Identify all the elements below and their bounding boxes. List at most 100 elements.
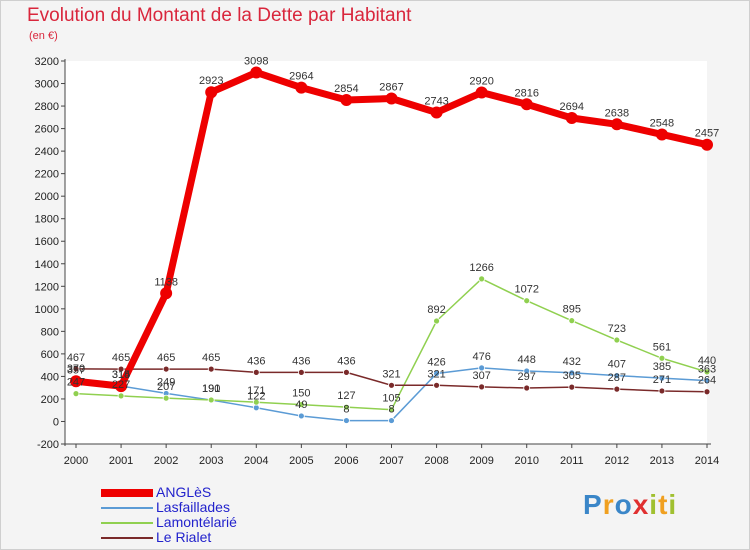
data-label: 467	[67, 352, 85, 364]
data-point	[520, 98, 533, 111]
data-label: 49	[295, 399, 307, 411]
data-label: 2867	[379, 82, 403, 94]
data-point	[252, 398, 260, 406]
data-label: 271	[653, 374, 671, 386]
data-label: 561	[653, 341, 671, 353]
logo-letter: x	[632, 489, 650, 520]
data-point	[478, 364, 486, 372]
data-label: 249	[157, 376, 175, 388]
data-point	[388, 417, 395, 424]
data-label: 315	[112, 369, 130, 381]
data-label: 2964	[289, 71, 313, 83]
chart-legend: ANGLèS Lasfaillades Lamontélarié Le Rialet	[101, 485, 237, 545]
data-point	[701, 138, 713, 151]
legend-item: Le Rialet	[101, 530, 237, 545]
data-label: 122	[247, 391, 265, 403]
data-label: 2548	[650, 117, 674, 129]
data-point	[703, 368, 711, 376]
data-label: 207	[157, 381, 175, 393]
x-tick-label: 2000	[64, 455, 88, 467]
legend-swatch	[101, 521, 153, 524]
x-tick-label: 2002	[154, 455, 178, 467]
data-point	[523, 367, 531, 375]
data-point	[523, 384, 531, 392]
data-point	[297, 412, 305, 420]
data-point	[523, 297, 531, 305]
data-label: 436	[337, 355, 355, 367]
data-label: 321	[427, 368, 445, 380]
data-label: 2920	[469, 76, 493, 88]
data-label: 436	[247, 355, 265, 367]
data-point	[252, 404, 260, 412]
y-tick-label: 1400	[35, 259, 59, 271]
data-point	[343, 417, 350, 424]
legend-label: Lamontélarié	[156, 514, 237, 530]
data-label: 436	[292, 355, 310, 367]
legend-item: Lasfaillades	[101, 500, 237, 515]
data-point	[658, 354, 666, 362]
data-point	[388, 381, 395, 389]
data-point	[478, 383, 486, 391]
y-tick-label: 0	[53, 416, 59, 428]
data-point	[250, 66, 263, 79]
data-point	[295, 81, 308, 94]
data-point	[478, 275, 486, 283]
data-point	[72, 365, 80, 373]
y-tick-label: 2400	[35, 146, 59, 158]
x-tick-label: 2009	[469, 455, 493, 467]
data-label: 407	[608, 359, 626, 371]
x-tick-label: 2012	[605, 455, 629, 467]
data-point	[610, 118, 623, 131]
y-tick-label: 1600	[35, 236, 59, 248]
legend-item: Lamontélarié	[101, 515, 237, 530]
y-tick-label: 1800	[35, 214, 59, 226]
data-point	[655, 128, 668, 141]
logo-letter: t	[658, 489, 669, 520]
data-label: 363	[698, 364, 716, 376]
data-label: 191	[202, 383, 220, 395]
y-tick-label: 3000	[35, 79, 59, 91]
logo-letter: i	[668, 489, 678, 520]
y-tick-label: 400	[41, 371, 59, 383]
data-point	[703, 388, 711, 396]
legend-label: ANGLèS	[156, 484, 212, 500]
data-label: 321	[382, 368, 400, 380]
data-point	[613, 372, 621, 380]
data-label: 105	[382, 393, 400, 405]
data-label: 264	[698, 375, 716, 387]
data-label: 3098	[244, 55, 268, 67]
x-tick-label: 2008	[424, 455, 448, 467]
data-point	[433, 370, 440, 377]
data-label: 8	[343, 404, 349, 416]
proxiti-logo: Proxiti	[583, 489, 677, 521]
data-point	[475, 86, 488, 99]
legend-label: Lasfaillades	[156, 499, 230, 515]
data-point	[433, 381, 440, 389]
data-point	[613, 385, 621, 393]
data-point	[340, 93, 353, 106]
data-point	[385, 92, 398, 105]
x-tick-label: 2014	[695, 455, 719, 467]
chart-subtitle: (en €)	[29, 30, 58, 42]
data-label: 2816	[514, 87, 538, 99]
x-tick-label: 2010	[514, 455, 538, 467]
data-label: 892	[427, 304, 445, 316]
data-label: 465	[202, 352, 220, 364]
logo-letter: P	[583, 489, 603, 520]
data-label: 305	[563, 370, 581, 382]
legend-label: Le Rialet	[156, 529, 212, 545]
data-point	[613, 336, 621, 344]
data-label: 171	[247, 385, 265, 397]
chart-title: Evolution du Montant de la Dette par Hab…	[27, 5, 412, 26]
data-point	[568, 383, 576, 391]
data-label: 440	[698, 355, 716, 367]
data-point	[297, 368, 305, 376]
x-tick-label: 2001	[109, 455, 133, 467]
data-point	[703, 377, 711, 384]
x-tick-label: 2007	[379, 455, 403, 467]
data-point	[568, 369, 576, 377]
legend-item: ANGLèS	[101, 485, 237, 500]
y-tick-label: 1200	[35, 281, 59, 293]
data-label: 8	[388, 404, 394, 416]
data-label: 370	[67, 363, 85, 375]
